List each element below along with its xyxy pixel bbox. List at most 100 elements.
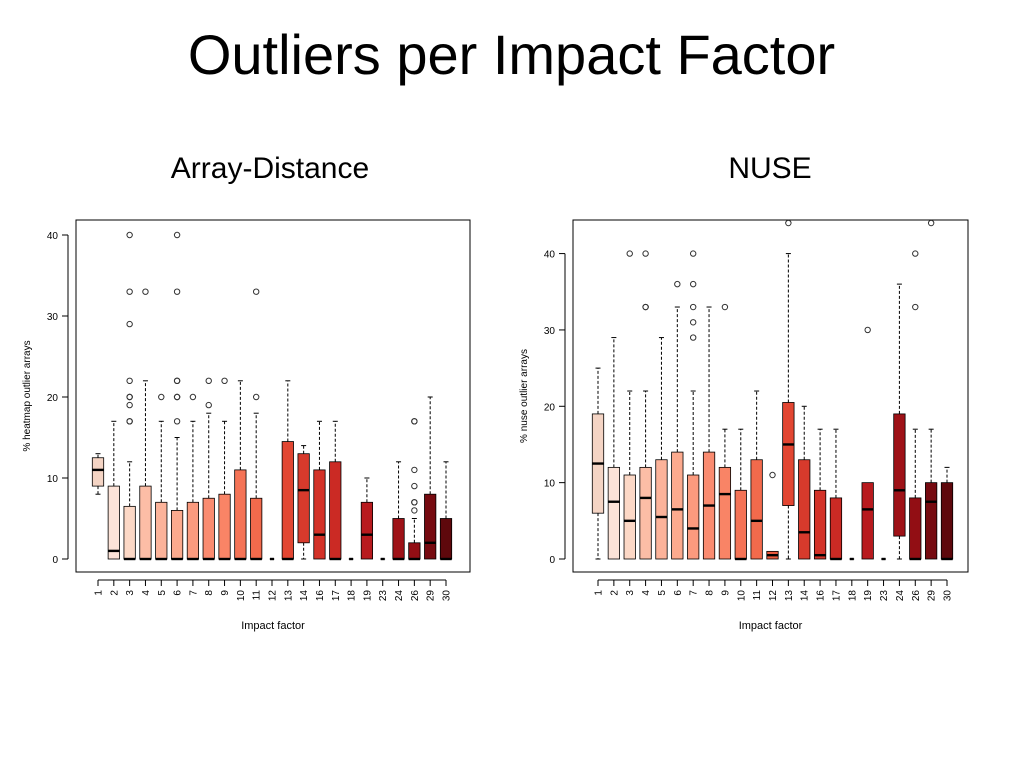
- x-tick-label: 10: [236, 590, 247, 602]
- outlier-point: [126, 288, 133, 295]
- box-body: [170, 509, 184, 560]
- x-axis-title: Impact factor: [241, 620, 305, 632]
- box-body: [718, 466, 732, 560]
- outlier-point: [785, 219, 792, 227]
- outlier-point: [674, 280, 681, 288]
- outlier-point: [126, 418, 133, 425]
- outlier-point: [912, 303, 919, 311]
- box-body: [107, 485, 120, 560]
- box-body: [798, 459, 811, 560]
- outlier-point: [252, 393, 260, 401]
- y-tick-label: 10: [47, 474, 59, 485]
- x-tick-label: 9: [220, 590, 231, 596]
- x-tick-label: 19: [863, 590, 874, 602]
- outlier-point: [173, 288, 181, 295]
- box-8: [702, 306, 716, 560]
- box-8: [202, 377, 215, 561]
- outlier-point: [205, 377, 212, 385]
- box-body: [123, 505, 136, 560]
- x-tick-label: 16: [816, 590, 827, 602]
- box-14: [798, 405, 811, 560]
- box-12: [766, 471, 779, 560]
- box-29: [925, 219, 938, 560]
- y-tick-label: 40: [47, 231, 59, 242]
- box-7: [687, 250, 700, 560]
- box-body: [687, 474, 700, 560]
- x-tick-label: 18: [347, 590, 358, 602]
- x-tick-label: 11: [752, 590, 763, 601]
- box-3: [123, 231, 136, 561]
- box-24: [893, 283, 906, 560]
- x-tick-label: 5: [657, 590, 668, 596]
- x-tick-label: 18: [847, 590, 858, 602]
- y-tick-label: 40: [544, 250, 556, 261]
- box-11: [750, 390, 763, 560]
- y-tick-label: 30: [47, 312, 59, 323]
- box-body: [360, 501, 374, 560]
- box-17: [329, 420, 342, 561]
- box-body: [202, 497, 215, 560]
- outlier-point: [411, 466, 418, 474]
- x-tick-label: 8: [204, 590, 215, 596]
- box-body: [925, 482, 938, 560]
- x-tick-label: 10: [736, 590, 747, 602]
- x-tick-label: 24: [394, 590, 405, 602]
- slide-title: Outliers per Impact Factor: [187, 23, 836, 86]
- chart-title-array-distance: Array-Distance: [170, 152, 370, 185]
- x-tick-label: 16: [315, 590, 326, 602]
- x-tick-label: 7: [188, 590, 199, 596]
- box-9: [218, 377, 231, 561]
- box-body: [893, 413, 906, 537]
- x-tick-label: 17: [831, 590, 842, 602]
- y-tick-label: 0: [549, 555, 555, 566]
- box-body: [297, 453, 310, 544]
- box-body: [861, 482, 874, 560]
- x-tick-label: 29: [927, 590, 938, 602]
- x-tick-label: 17: [331, 590, 342, 602]
- x-tick-label: 26: [410, 590, 421, 602]
- box-body: [329, 461, 342, 560]
- box-body: [639, 466, 652, 560]
- box-body: [392, 518, 405, 560]
- box-body: [909, 497, 922, 560]
- x-tick-label: 1: [594, 590, 605, 596]
- x-tick-label: 14: [299, 590, 310, 602]
- outlier-point: [626, 250, 633, 257]
- outlier-point: [689, 319, 697, 326]
- outlier-point: [126, 393, 133, 401]
- box-14: [297, 445, 310, 560]
- box-body: [91, 457, 105, 487]
- x-tick-label: 7: [689, 590, 700, 596]
- x-tick-label: 12: [768, 590, 779, 602]
- box-10: [234, 380, 247, 561]
- outlier-point: [126, 231, 133, 239]
- outlier-point: [126, 401, 133, 409]
- box-5: [155, 393, 168, 561]
- box-17: [829, 428, 843, 561]
- box-24: [392, 461, 405, 561]
- box-30: [439, 461, 453, 561]
- x-tick-label: 23: [879, 590, 890, 602]
- outlier-point: [689, 250, 697, 257]
- box-6: [170, 231, 184, 561]
- x-tick-label: 8: [705, 590, 716, 596]
- y-axis-title: % heatmap outlier arrays: [22, 340, 33, 451]
- box-11: [250, 288, 263, 561]
- x-tick-label: 3: [125, 590, 136, 596]
- box-body: [218, 493, 231, 560]
- box-body: [281, 441, 294, 560]
- x-tick-label: 3: [625, 590, 636, 596]
- x-tick-label: 5: [157, 590, 168, 596]
- x-tick-label: 4: [141, 590, 152, 596]
- outlier-point: [126, 320, 133, 328]
- x-axis-title: Impact factor: [739, 620, 803, 632]
- x-tick-label: 6: [673, 590, 684, 596]
- chart-title-nuse: NUSE: [728, 152, 812, 185]
- x-tick-label: 2: [109, 590, 120, 596]
- outlier-point: [689, 303, 697, 311]
- box-13: [782, 219, 795, 560]
- outlier-point: [689, 334, 697, 341]
- outlier-point: [411, 507, 418, 514]
